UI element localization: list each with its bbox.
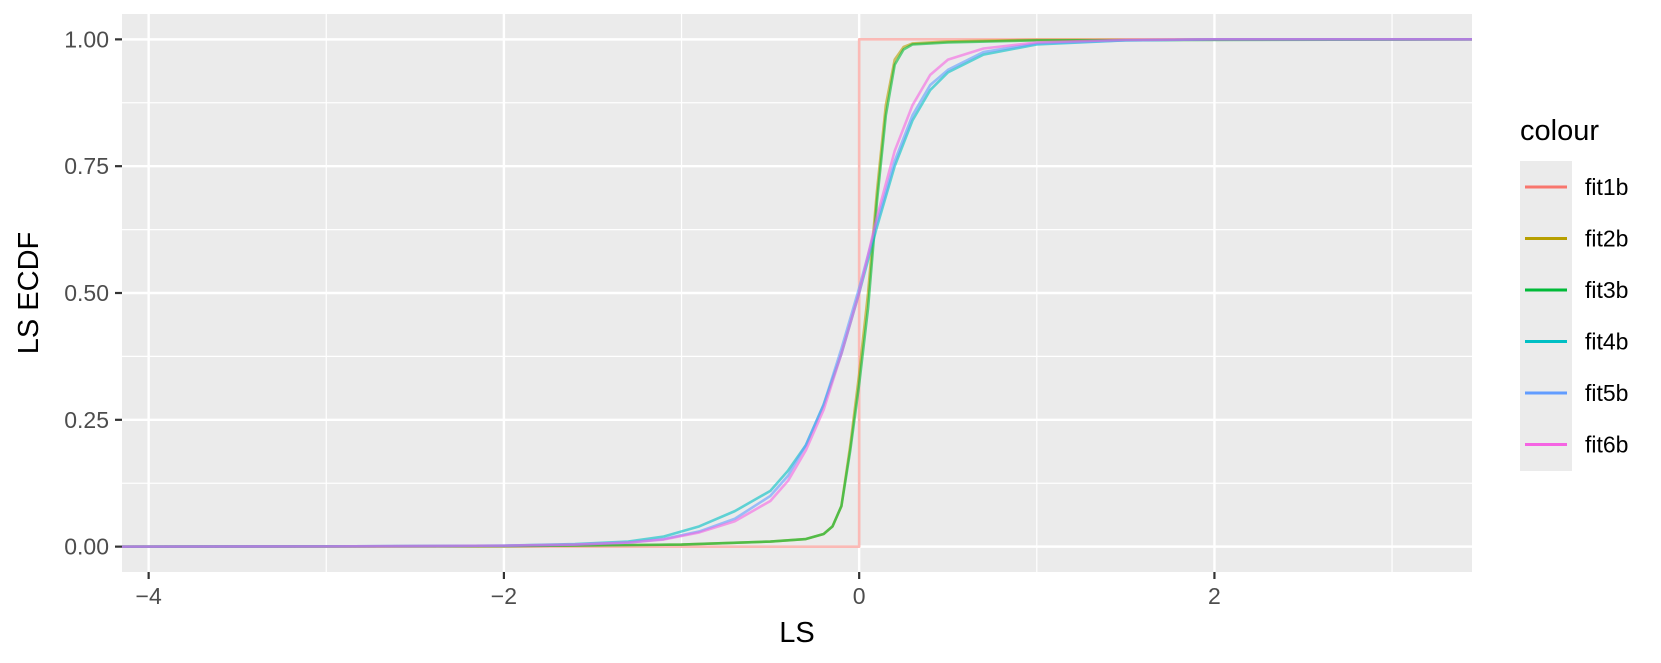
legend-item-fit1b: fit1b: [1525, 174, 1628, 200]
legend-item-fit2b: fit2b: [1525, 226, 1628, 252]
y-tick-label: 0.00: [64, 534, 109, 560]
x-tick-label: 2: [1208, 583, 1221, 609]
legend-label: fit5b: [1585, 380, 1628, 406]
legend-item-fit4b: fit4b: [1525, 329, 1628, 355]
legend-label: fit6b: [1585, 432, 1628, 458]
series-line-fit6b: [121, 38, 1472, 548]
legend-label: fit2b: [1585, 226, 1628, 252]
legend-title: colour: [1520, 115, 1599, 147]
x-axis: −4 −2 0 2: [136, 572, 1221, 609]
y-tick-label: 1.00: [64, 26, 109, 52]
y-tick-label: 0.25: [64, 407, 109, 433]
series-lines: [121, 38, 1473, 548]
x-tick-label: 0: [853, 583, 866, 609]
legend-item-fit6b: fit6b: [1525, 432, 1628, 458]
y-axis-title: LS ECDF: [13, 232, 45, 354]
y-tick-label: 0.50: [64, 280, 109, 306]
legend-label: fit1b: [1585, 174, 1628, 200]
series-line-fit3b: [121, 38, 1473, 548]
legend-label: fit4b: [1585, 329, 1628, 355]
x-tick-label: −4: [136, 583, 162, 609]
legend-label: fit3b: [1585, 277, 1628, 303]
legend-item-fit5b: fit5b: [1525, 380, 1628, 406]
y-tick-label: 0.75: [64, 153, 109, 179]
legend-key-background: [1520, 161, 1572, 471]
legend: colour fit1b fit2b fit3b fit4b fit5b fit6b: [1520, 115, 1628, 471]
x-tick-label: −2: [491, 583, 517, 609]
x-axis-title: LS: [779, 617, 814, 649]
y-axis: 0.00 0.25 0.50 0.75 1.00: [64, 26, 122, 560]
legend-item-fit3b: fit3b: [1525, 277, 1628, 303]
